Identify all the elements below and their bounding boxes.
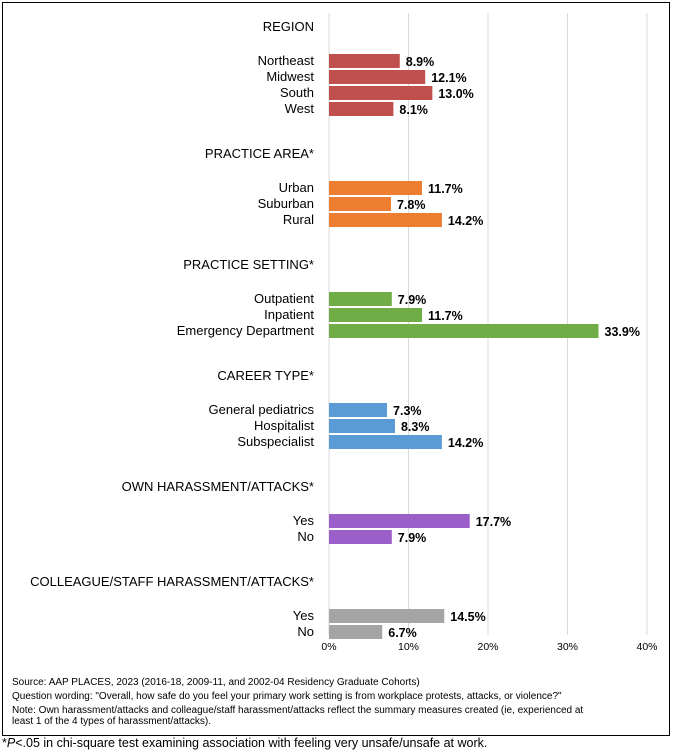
data-label: 14.2% [448, 214, 483, 228]
data-label: 7.9% [398, 531, 427, 545]
category-label: Yes [293, 513, 315, 528]
significance-footnote: *P<.05 in chi-square test examining asso… [2, 736, 487, 750]
data-label: 8.3% [401, 420, 430, 434]
footnote-text: <.05 in chi-square test examining associ… [15, 736, 488, 750]
bar [329, 419, 395, 433]
source-note: Source: AAP PLACES, 2023 (2016-18, 2009-… [12, 677, 420, 688]
group-title: CAREER TYPE* [217, 368, 314, 383]
bar [329, 70, 426, 84]
category-label: Midwest [266, 69, 314, 84]
data-label: 11.7% [428, 309, 463, 323]
data-label: 14.2% [448, 436, 483, 450]
category-label: No [297, 529, 314, 544]
category-label: Subspecialist [237, 434, 314, 449]
x-tick-label: 10% [398, 641, 419, 653]
category-label: Northeast [258, 53, 315, 68]
category-label: Outpatient [254, 291, 314, 306]
data-label: 33.9% [605, 325, 640, 339]
footnote-p: P [6, 736, 16, 750]
category-label: No [297, 624, 314, 639]
bar [329, 514, 470, 528]
x-tick-label: 30% [557, 641, 578, 653]
bar [329, 197, 392, 211]
data-label: 6.7% [388, 626, 417, 640]
group-title: REGION [263, 19, 314, 34]
bar [329, 308, 423, 322]
bar [329, 403, 388, 417]
data-label: 7.3% [393, 404, 422, 418]
bar [329, 324, 599, 338]
group-title: PRACTICE AREA* [205, 146, 314, 161]
data-label: 14.5% [450, 610, 485, 624]
group-title: COLLEAGUE/STAFF HARASSMENT/ATTACKS* [30, 574, 314, 589]
category-label: Suburban [258, 196, 314, 211]
category-label: West [285, 101, 315, 116]
x-tick-label: 0% [321, 641, 336, 653]
category-label: General pediatrics [209, 402, 315, 417]
category-label: Yes [293, 608, 315, 623]
methods-note-line1: Note: Own harassment/attacks and colleag… [12, 705, 584, 716]
category-label: Inpatient [264, 307, 314, 322]
bar [329, 435, 442, 449]
data-label: 8.1% [399, 103, 428, 117]
data-label: 13.0% [438, 87, 473, 101]
data-label: 17.7% [476, 515, 511, 529]
bar [329, 86, 433, 100]
question-note: Question wording: "Overall, how safe do … [12, 691, 562, 702]
category-label: Urban [279, 180, 314, 195]
data-label: 11.7% [428, 182, 463, 196]
x-tick-label: 20% [477, 641, 498, 653]
footnote-star: * [2, 736, 7, 750]
bar [329, 292, 392, 306]
data-label: 8.9% [406, 55, 435, 69]
bar [329, 102, 394, 116]
bar [329, 54, 400, 68]
bar [329, 213, 442, 227]
bar [329, 609, 445, 623]
category-label: Rural [283, 212, 314, 227]
bar-chart: 0% 10% 20% 30% 40% REGION Northeast 8.9% Midwest… [30, 13, 658, 653]
group-title: PRACTICE SETTING* [183, 257, 314, 272]
data-label: 7.9% [398, 293, 427, 307]
methods-note-line2: least 1 of the 4 types of harassment/att… [12, 716, 211, 727]
x-tick-label: 40% [636, 641, 657, 653]
data-label: 12.1% [431, 71, 466, 85]
chart-frame: 0% 10% 20% 30% 40% REGION Northeast 8.9% Midwest… [2, 2, 670, 736]
category-label: Emergency Department [177, 323, 315, 338]
bar [329, 530, 392, 544]
group-title: OWN HARASSMENT/ATTACKS* [122, 479, 314, 494]
data-label: 7.8% [397, 198, 426, 212]
bar [329, 625, 383, 639]
bar [329, 181, 423, 195]
category-label: South [280, 85, 314, 100]
category-label: Hospitalist [254, 418, 314, 433]
